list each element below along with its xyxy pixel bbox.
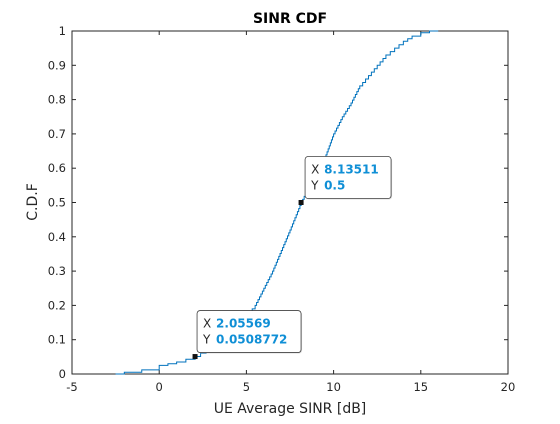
y-tick-label: 0.2: [48, 298, 66, 312]
datatip-box: [304, 156, 392, 199]
datatip[interactable]: X 8.13511 Y 0.5: [298, 156, 393, 206]
y-tick-label: 0.3: [48, 264, 66, 278]
datatip-x-value: 8.13511: [324, 163, 379, 177]
y-tick-label: 0.4: [48, 230, 66, 244]
x-tick-label: 5: [243, 380, 250, 394]
y-tick-label: 0.8: [48, 93, 66, 107]
y-tick-label: 1: [59, 24, 66, 38]
y-tick-label: 0.7: [48, 127, 66, 141]
datatip-box: [196, 310, 302, 353]
y-axis-title: C.D.F: [25, 183, 41, 221]
datatip-y-label: Y: [310, 179, 319, 193]
datatip-x-label: X: [311, 163, 319, 177]
y-tick-label: 0.1: [48, 333, 66, 347]
x-tick-label: 10: [326, 380, 341, 394]
datatip-marker: [192, 354, 198, 360]
x-tick-label: 20: [501, 380, 516, 394]
y-tick-label: 0: [59, 367, 66, 381]
datatip-x-label: X: [203, 317, 211, 331]
chart-title: SINR CDF: [253, 11, 327, 27]
datatip[interactable]: X 2.05569 Y 0.0508772: [192, 310, 303, 360]
x-tick-labels: -5 0 5 10 15 20: [66, 380, 515, 394]
datatip-y-label: Y: [202, 333, 211, 347]
datatip-y-value: 0.0508772: [216, 333, 287, 347]
datatip-x-value: 2.05569: [216, 317, 271, 331]
x-axis-title: UE Average SINR [dB]: [214, 401, 367, 417]
x-tick-label: 15: [413, 380, 428, 394]
y-tick-label: 0.9: [48, 58, 66, 72]
y-tick-label: 0.6: [48, 161, 66, 175]
x-tick-label: -5: [66, 380, 77, 394]
datatip-y-value: 0.5: [324, 179, 345, 193]
datatip-marker: [298, 200, 304, 205]
data-tips: X 8.13511 Y 0.5 X 2.05569 Y 0.0508772: [192, 156, 393, 360]
x-tick-label: 0: [156, 380, 163, 394]
y-tick-label: 0.5: [48, 196, 66, 210]
y-tick-labels: 0 0.1 0.2 0.3 0.4 0.5 0.6 0.7 0.8 0.9 1: [48, 24, 66, 381]
